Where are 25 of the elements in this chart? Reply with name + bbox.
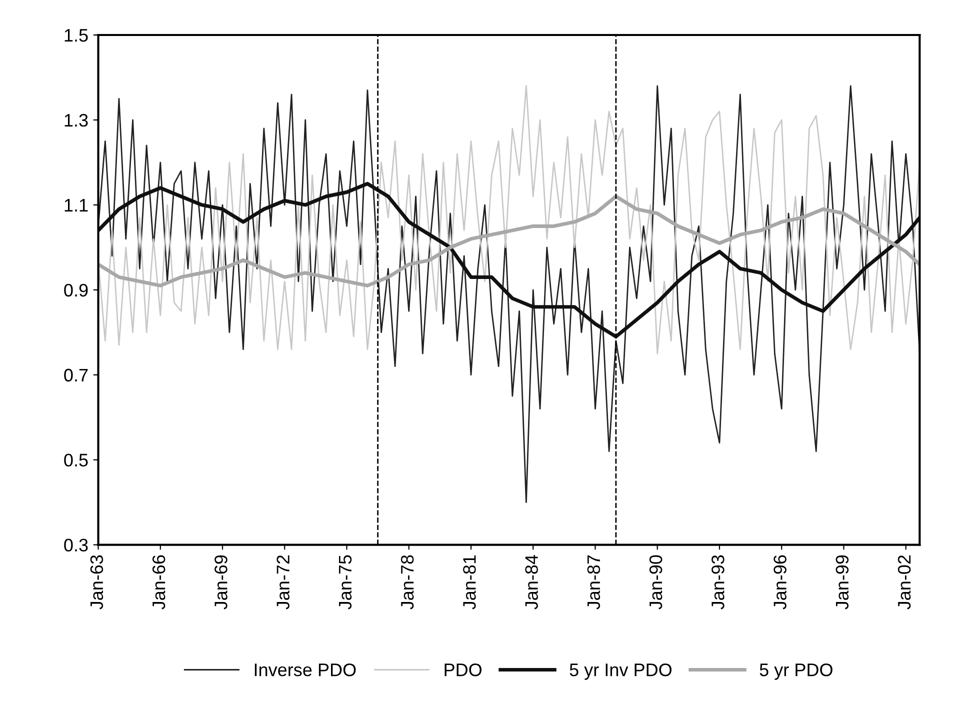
y-tick-label: 0.5 [64, 454, 88, 467]
y-tick-label: 1.1 [64, 199, 88, 212]
x-tick-label: Jan-66 [152, 555, 166, 610]
x-tick-label: Jan-87 [587, 555, 600, 610]
x-tick-label: Jan-90 [649, 555, 662, 610]
x-tick-label: Jan-93 [712, 555, 724, 610]
legend-label: PDO [444, 663, 482, 676]
x-tick-label: Jan-81 [463, 555, 476, 610]
x-tick-label: Jan-99 [836, 555, 849, 610]
legend-label: 5 yr PDO [760, 663, 832, 680]
x-tick-label: Jan-72 [276, 555, 290, 610]
x-tick-label: Jan-96 [774, 555, 786, 610]
x-tick-label: Jan-63 [90, 555, 104, 610]
y-tick-label: 0.3 [64, 538, 88, 552]
x-tick-label: Jan-02 [898, 555, 911, 610]
legend-label: Inverse PDO [254, 663, 356, 676]
y-tick-label: 0.7 [64, 368, 88, 382]
x-tick-label: Jan-78 [400, 555, 414, 610]
x-tick-label: Jan-75 [339, 555, 352, 610]
y-tick-label: 1.5 [64, 29, 88, 42]
legend-label: 5 yr Inv PDO [570, 663, 672, 680]
y-tick-label: 0.9 [64, 284, 88, 297]
x-tick-label: Jan-69 [214, 555, 228, 610]
y-tick-label: 1.3 [64, 114, 88, 127]
x-tick-label: Jan-84 [525, 555, 538, 610]
